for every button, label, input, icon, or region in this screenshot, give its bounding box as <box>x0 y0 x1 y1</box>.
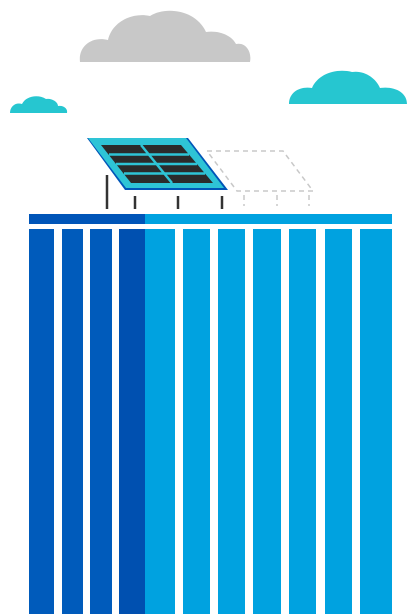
cloud <box>289 70 407 104</box>
building <box>29 229 392 614</box>
ghost-panel <box>205 150 315 206</box>
roof <box>29 214 145 224</box>
roof <box>145 214 392 224</box>
cloud <box>79 10 251 62</box>
cloud <box>10 96 68 113</box>
panel-legs <box>105 175 224 209</box>
solar-panel <box>87 138 228 190</box>
